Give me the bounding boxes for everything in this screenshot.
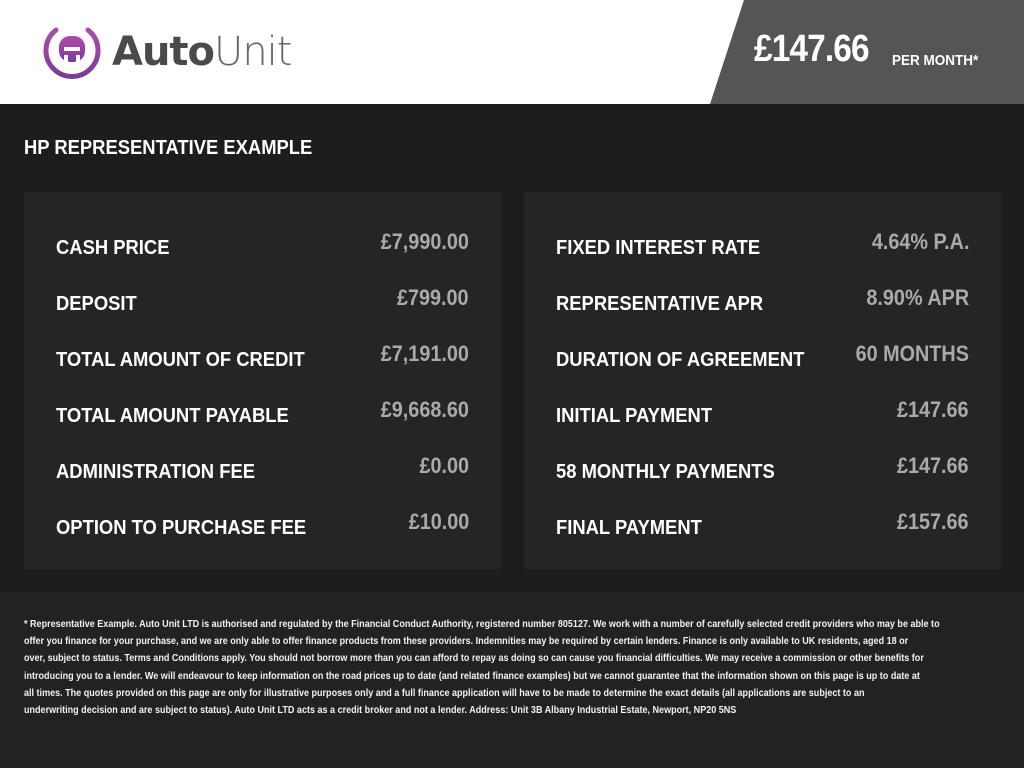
finance-row: TOTAL AMOUNT OF CREDIT £7,191.00 <box>56 328 469 384</box>
finance-row: 58 MONTHLY PAYMENTS £147.66 <box>556 440 969 496</box>
finance-value: £147.66 <box>897 453 969 478</box>
disclaimer: * Representative Example. Auto Unit LTD … <box>24 616 940 719</box>
logo-text-bold: Auto <box>112 29 215 75</box>
finance-row: CASH PRICE £7,990.00 <box>56 216 469 272</box>
finance-row: ADMINISTRATION FEE £0.00 <box>56 440 469 496</box>
left-finance-panel: CASH PRICE £7,990.00 DEPOSIT £799.00 TOTAL A… <box>24 192 501 569</box>
finance-row: DURATION OF AGREEMENT 60 MONTHS <box>556 328 969 384</box>
disclaimer-line: over, subject to status. Terms and Condi… <box>24 652 924 665</box>
auto-unit-logo-icon <box>43 27 101 79</box>
finance-label: 58 MONTHLY PAYMENTS <box>556 460 775 483</box>
finance-value: £10.00 <box>408 509 469 534</box>
finance-value: 8.90% APR <box>866 285 969 310</box>
finance-row: INITIAL PAYMENT £147.66 <box>556 384 969 440</box>
finance-value: £7,191.00 <box>380 341 469 366</box>
finance-row: OPTION TO PURCHASE FEE £10.00 <box>56 496 469 552</box>
footer: * Representative Example. Auto Unit LTD … <box>0 592 1024 768</box>
section-title: HP REPRESENTATIVE EXAMPLE <box>24 137 313 159</box>
logo: AutoUnit <box>42 22 292 82</box>
finance-row: TOTAL AMOUNT PAYABLE £9,668.60 <box>56 384 469 440</box>
disclaimer-line: all times. The quotes provided on this p… <box>24 686 865 699</box>
finance-label: TOTAL AMOUNT PAYABLE <box>56 404 289 427</box>
finance-label: TOTAL AMOUNT OF CREDIT <box>56 348 305 371</box>
finance-label: FINAL PAYMENT <box>556 516 702 539</box>
finance-value: £7,990.00 <box>380 229 469 254</box>
finance-value: £157.66 <box>897 509 969 534</box>
logo-text-light: Unit <box>214 29 292 75</box>
disclaimer-line: * Representative Example. Auto Unit LTD … <box>24 618 940 630</box>
monthly-price: £147.66 <box>754 28 870 70</box>
finance-value: £9,668.60 <box>380 397 469 422</box>
monthly-price-panel: £147.66 PER MONTH* <box>710 0 1024 104</box>
finance-label: REPRESENTATIVE APR <box>556 292 764 315</box>
finance-label: INITIAL PAYMENT <box>556 404 713 427</box>
finance-value: £147.66 <box>897 397 969 422</box>
finance-label: FIXED INTEREST RATE <box>556 236 761 259</box>
right-finance-panel: FIXED INTEREST RATE 4.64% P.A. REPRESENTAT… <box>524 192 1001 569</box>
finance-label: OPTION TO PURCHASE FEE <box>56 516 307 539</box>
per-month-label: PER MONTH* <box>892 52 979 69</box>
finance-row: FINAL PAYMENT £157.66 <box>556 496 969 552</box>
disclaimer-line: underwriting decision and are subject to… <box>24 704 737 717</box>
finance-label: CASH PRICE <box>56 236 170 259</box>
finance-label: ADMINISTRATION FEE <box>56 460 255 483</box>
header: AutoUnit £147.66 PER MONTH* <box>0 0 1024 104</box>
finance-label: DURATION OF AGREEMENT <box>556 348 805 371</box>
finance-row: DEPOSIT £799.00 <box>56 272 469 328</box>
disclaimer-line: offer you finance for your purchase, and… <box>24 635 909 648</box>
finance-value: 4.64% P.A. <box>871 229 969 254</box>
finance-value: 60 MONTHS <box>855 341 969 366</box>
finance-value: £799.00 <box>397 285 469 310</box>
finance-label: DEPOSIT <box>56 292 137 315</box>
finance-value: £0.00 <box>419 453 469 478</box>
disclaimer-line: introducing you to a lender. We will end… <box>24 669 920 682</box>
finance-row: FIXED INTEREST RATE 4.64% P.A. <box>556 216 969 272</box>
finance-row: REPRESENTATIVE APR 8.90% APR <box>556 272 969 328</box>
